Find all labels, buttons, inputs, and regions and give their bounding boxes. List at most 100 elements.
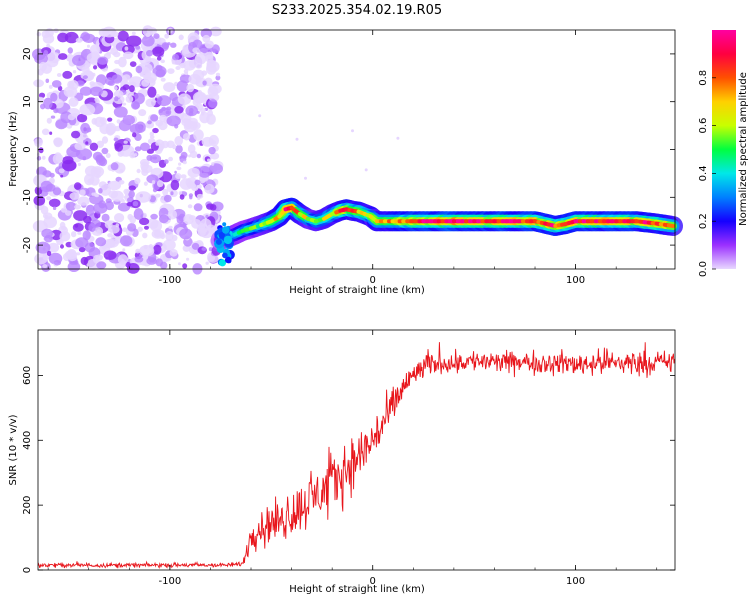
noise-blob <box>95 237 107 247</box>
noise-blob <box>155 119 164 127</box>
noise-speck <box>304 176 307 180</box>
noise-blob <box>123 188 130 195</box>
noise-blob <box>106 51 112 56</box>
noise-blob <box>65 241 73 248</box>
noise-blob <box>138 109 147 117</box>
noise-blob <box>200 107 206 114</box>
spectrogram-x-axis-label: Height of straight line (km) <box>289 285 425 296</box>
noise-blob <box>132 201 139 207</box>
noise-blob <box>105 122 117 135</box>
noise-blob <box>107 233 113 238</box>
noise-blob <box>58 168 65 174</box>
noise-blob <box>201 136 214 147</box>
noise-blob <box>116 119 121 124</box>
noise-blob <box>212 48 217 53</box>
noise-speck <box>351 129 354 133</box>
noise-blob <box>49 131 53 135</box>
noise-blob <box>73 182 82 190</box>
colorbar-tick-label: 0.0 <box>698 261 709 277</box>
noise-blob <box>186 83 195 93</box>
noise-blob <box>120 235 133 247</box>
heatmap-noise-region <box>32 25 400 275</box>
noise-blob <box>98 28 110 37</box>
noise-blob <box>192 91 207 104</box>
ridge-smear <box>215 238 222 245</box>
noise-blob <box>58 53 68 60</box>
noise-blob <box>150 114 159 122</box>
noise-blob <box>191 242 200 250</box>
noise-blob <box>55 154 64 163</box>
noise-blob <box>174 106 184 114</box>
y-tick-label: -20 <box>22 237 33 253</box>
noise-blob <box>67 113 76 121</box>
noise-blob <box>114 59 120 65</box>
noise-blob <box>168 225 173 230</box>
snr-y-axis-label: SNR (10 * v/v) <box>8 414 19 485</box>
noise-blob <box>176 80 189 92</box>
noise-blob <box>75 148 93 161</box>
noise-blob <box>155 141 160 146</box>
noise-blob <box>151 180 156 185</box>
noise-blob <box>45 78 50 84</box>
noise-blob <box>211 162 215 166</box>
noise-blob <box>85 141 89 145</box>
x-tick-label: -100 <box>159 576 182 587</box>
noise-blob <box>45 183 56 192</box>
noise-blob <box>71 130 81 139</box>
noise-blob <box>108 225 120 234</box>
noise-blob <box>69 192 80 200</box>
noise-blob <box>170 191 174 196</box>
noise-blob <box>209 26 222 37</box>
noise-blob <box>90 166 105 178</box>
noise-blob <box>94 194 99 198</box>
noise-blob <box>205 261 209 265</box>
noise-blob <box>139 73 144 77</box>
noise-blob <box>180 151 188 159</box>
noise-blob <box>84 71 95 81</box>
noise-blob <box>79 189 86 196</box>
noise-blob <box>90 219 102 228</box>
noise-blob <box>192 47 200 54</box>
noise-blob <box>162 188 169 196</box>
snr-line <box>37 342 676 569</box>
noise-blob <box>193 129 204 141</box>
noise-blob <box>93 202 108 214</box>
y-tick-label: -10 <box>22 189 33 205</box>
chart-title: S233.2025.354.02.19.R05 <box>272 3 442 18</box>
noise-blob <box>36 31 41 37</box>
noise-blob <box>139 217 150 226</box>
noise-blob <box>164 33 170 39</box>
noise-blob <box>103 238 116 249</box>
noise-blob <box>209 163 223 175</box>
noise-blob <box>34 253 48 265</box>
noise-blob <box>72 223 84 232</box>
y-tick-label: 0 <box>22 146 33 152</box>
noise-blob <box>77 196 90 206</box>
noise-blob <box>67 47 74 54</box>
x-tick-label: 100 <box>566 576 585 587</box>
x-tick-label: 100 <box>566 275 585 286</box>
noise-blob <box>195 62 203 69</box>
noise-blob <box>56 73 62 77</box>
noise-blob <box>175 173 182 180</box>
noise-blob <box>77 231 82 235</box>
noise-blob <box>129 61 137 67</box>
noise-blob <box>117 30 129 42</box>
noise-blob <box>160 77 166 82</box>
noise-blob <box>163 82 176 93</box>
noise-blob <box>179 62 186 69</box>
noise-blob <box>92 255 100 264</box>
noise-blob <box>198 166 211 178</box>
noise-blob <box>199 111 210 124</box>
noise-blob <box>163 159 169 165</box>
noise-blob <box>38 147 44 154</box>
noise-blob <box>103 250 117 260</box>
noise-blob <box>89 81 95 87</box>
noise-blob <box>192 69 205 81</box>
noise-blob <box>114 213 125 223</box>
noise-blob <box>89 86 103 97</box>
noise-blob <box>34 138 44 146</box>
noise-blob <box>149 131 154 137</box>
noise-blob <box>179 194 185 200</box>
noise-blob <box>122 248 126 252</box>
